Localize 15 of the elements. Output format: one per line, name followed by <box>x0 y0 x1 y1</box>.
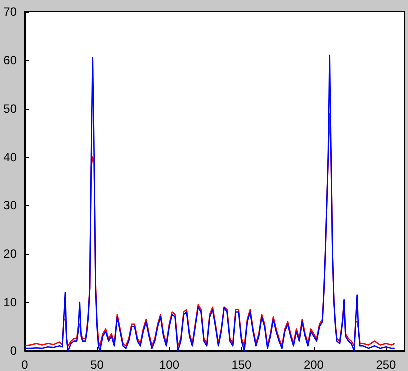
y-tick-label: 60 <box>4 53 18 68</box>
x-tick-label: 250 <box>376 358 397 371</box>
y-tick-label: 10 <box>4 296 18 310</box>
y-tick-label: 20 <box>4 247 18 262</box>
y-tick-label: 40 <box>4 150 18 164</box>
y-tick-label: 0 <box>10 344 18 358</box>
x-tick-label: 100 <box>159 358 180 371</box>
y-tick-label: 70 <box>4 5 18 19</box>
x-tick-label: 150 <box>232 358 252 371</box>
x-tick-label: 50 <box>90 358 104 371</box>
y-tick-label: 50 <box>4 102 18 116</box>
y-tick-label: 30 <box>4 198 18 213</box>
line-series <box>24 54 396 352</box>
x-tick-label: 0 <box>22 358 29 371</box>
x-tick-label: 200 <box>304 358 324 371</box>
